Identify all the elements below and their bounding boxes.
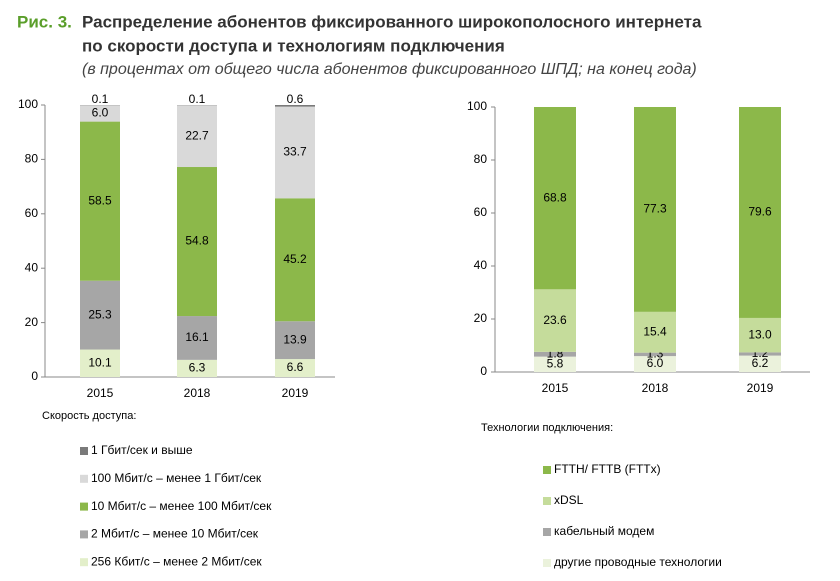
legend-swatch (80, 530, 88, 539)
legend-label: FTTH/ FTTB (FTTx) (554, 462, 661, 476)
bar-segment (634, 311, 676, 353)
y-tick-label: 40 (474, 258, 488, 272)
x-tick-label: 2019 (747, 381, 774, 395)
y-tick-label: 100 (18, 97, 38, 111)
legend-label: 2 Мбит/с – менее 10 Мбит/сек (91, 527, 259, 541)
legend-swatch (543, 466, 551, 474)
x-tick-label: 2018 (184, 386, 211, 400)
x-tick-label: 2015 (542, 381, 569, 395)
subtitle: (в процентах от общего числа абонентов ф… (82, 61, 697, 78)
x-tick-label: 2019 (282, 386, 309, 400)
y-tick-label: 60 (474, 205, 488, 219)
data-label: 15.4 (643, 324, 667, 338)
y-tick-label: 80 (25, 152, 39, 166)
legend-swatch (543, 497, 551, 505)
legend-title: Технологии подключения: (481, 422, 613, 434)
bar-segment (634, 107, 676, 312)
bar-segment (534, 289, 576, 352)
legend-label: 1 Гбит/сек и выше (91, 443, 193, 457)
data-label: 45.2 (283, 252, 307, 266)
legend-swatch (80, 502, 88, 511)
x-tick-label: 2015 (87, 386, 114, 400)
bar-segment (534, 351, 576, 357)
bar-segment (275, 359, 315, 377)
legend-label: кабельный модем (554, 524, 654, 538)
bar-segment (634, 352, 676, 357)
bar-segment (177, 105, 217, 168)
x-tick-label: 2018 (642, 381, 669, 395)
bar-segment (80, 121, 120, 281)
bar-segment (739, 317, 781, 353)
legend-label: 100 Мбит/с – менее 1 Гбит/сек (91, 471, 262, 485)
bar-segment (80, 280, 120, 350)
legend-swatch (80, 474, 88, 483)
bar-segment (534, 356, 576, 372)
title-line: Распределение абонентов фиксированного ш… (82, 12, 702, 31)
y-tick-label: 100 (467, 99, 487, 113)
data-label: 13.0 (748, 327, 772, 341)
legend-swatch (543, 559, 551, 567)
y-tick-label: 60 (25, 206, 39, 220)
bar-segment (275, 321, 315, 360)
y-tick-label: 20 (25, 315, 39, 329)
data-label: 6.0 (647, 356, 664, 370)
data-label: 0.1 (189, 92, 206, 106)
bar-segment (739, 352, 781, 356)
data-label: 68.8 (543, 190, 567, 204)
data-label: 6.2 (752, 356, 769, 370)
data-label: 6.6 (287, 360, 304, 374)
bar-segment (177, 359, 217, 377)
bar-segment (275, 105, 315, 107)
data-label: 77.3 (643, 202, 667, 216)
data-label: 25.3 (88, 307, 112, 321)
data-label: 23.6 (543, 313, 567, 327)
data-label: 5.8 (547, 356, 564, 370)
bar-segment (80, 105, 120, 122)
bar-segment (534, 107, 576, 290)
y-tick-label: 0 (31, 369, 38, 383)
bar-segment (739, 107, 781, 318)
legend-swatch (543, 528, 551, 536)
bar-segment (275, 106, 315, 199)
bar-segment (80, 349, 120, 377)
data-label: 6.3 (189, 361, 206, 375)
bar-segment (275, 198, 315, 322)
data-label: 22.7 (185, 128, 209, 142)
data-label: 10.1 (88, 355, 112, 369)
legend-label: 10 Мбит/с – менее 100 Мбит/сек (91, 499, 272, 513)
figure-label: Рис. 3. (17, 12, 72, 31)
data-label: 54.8 (185, 234, 209, 248)
bar-segment (634, 356, 676, 372)
bar-segment (177, 316, 217, 360)
data-label: 33.7 (283, 145, 307, 159)
data-label: 58.5 (88, 193, 112, 207)
legend-swatch (80, 447, 88, 455)
data-label: 0.1 (92, 92, 109, 106)
data-label: 0.6 (287, 92, 304, 106)
title-line: по скорости доступа и технологиям подклю… (82, 36, 505, 55)
y-tick-label: 20 (474, 311, 488, 325)
y-tick-label: 40 (25, 260, 39, 274)
legend-swatch (80, 558, 88, 567)
data-label: 6.0 (92, 106, 109, 120)
data-label: 79.6 (748, 205, 772, 219)
data-label: 16.1 (185, 330, 209, 344)
bar-segment (739, 355, 781, 372)
legend-label: 256 Кбит/с – менее 2 Мбит/сек (91, 554, 262, 568)
bar-segment (177, 167, 217, 317)
y-tick-label: 0 (480, 364, 487, 378)
legend-label: другие проводные технологии (554, 555, 722, 569)
data-label: 13.9 (283, 332, 307, 346)
legend-label: xDSL (554, 493, 584, 507)
y-tick-label: 80 (474, 152, 488, 166)
legend-title: Скорость доступа: (42, 410, 136, 422)
